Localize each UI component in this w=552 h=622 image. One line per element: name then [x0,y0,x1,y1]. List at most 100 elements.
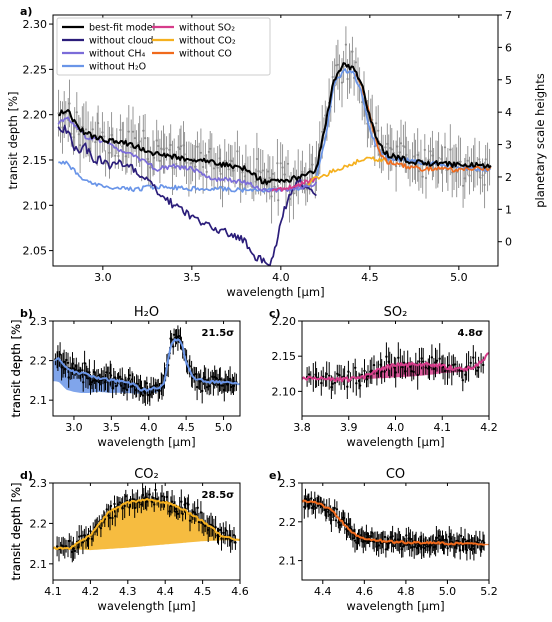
data-point [396,145,399,148]
data-point [471,544,474,548]
data-point [208,385,211,388]
data-point [340,81,344,84]
data-point [461,379,464,382]
panel-title: CO₂ [134,467,159,482]
data-point [370,531,374,534]
y-tick-label: 2.3 [279,477,297,490]
data-point [140,503,143,506]
data-point [386,142,389,145]
data-point [257,170,260,173]
data-point [335,508,339,511]
data-point [151,496,155,499]
y-tick-label: 2.2 [30,517,48,530]
data-point [72,136,75,139]
data-point [127,130,130,133]
data-point [358,384,362,387]
data-point [383,535,387,539]
data-point [389,536,392,539]
x-tick-label: 3.0 [94,271,112,284]
data-point [400,548,403,551]
data-point [131,130,135,133]
data-point [365,533,368,536]
data-point [464,373,467,376]
data-point [254,180,257,183]
data-point [215,377,218,380]
data-point [366,374,370,378]
data-point [229,540,232,543]
data-point [435,359,439,362]
data-point [362,540,365,543]
data-point [133,506,136,510]
model-line [302,352,489,383]
data-point [83,534,86,537]
data-point [194,165,197,168]
data-point [307,373,311,376]
axes-frame [52,14,499,267]
data-point [446,547,449,550]
data-point [338,373,341,377]
data-point [147,160,150,163]
data-point [437,156,440,159]
data-point [133,137,137,140]
data-point [424,176,428,180]
data-point [416,546,419,550]
axes-frame [301,482,490,581]
legend-box [56,17,271,76]
x-axis-label: wavelength [μm] [346,435,444,449]
data-point [459,534,463,538]
data-point [168,510,171,513]
data-point [216,166,219,169]
data-point [64,368,67,371]
data-point [113,502,116,506]
data-point [202,165,205,169]
data-point [157,144,160,148]
data-point [375,122,378,125]
data-point [377,129,380,132]
data-point [481,174,484,177]
data-point [66,361,70,365]
data-point [68,102,71,105]
data-point [114,154,117,157]
data-point [303,505,306,509]
panel-title: SO₂ [384,305,408,320]
data-point [187,503,190,506]
x-tick-label: 5.0 [439,585,457,598]
data-point [203,376,206,379]
data-point [125,388,129,392]
data-point [239,183,242,186]
data-point [402,144,405,148]
data-point [365,378,368,381]
panel-a: 3.0 3.5 4.0 4.5 5.0 2.05 2.10 2.15 2.20 2.25 2.30 0… [6,5,547,299]
data-point [196,145,199,148]
y-axis-label: transit depth [%] [9,320,23,418]
data-point [79,144,82,147]
data-point [472,356,475,359]
y-tick-label: 2.2 [30,355,48,368]
data-point [443,146,447,149]
data-point [194,513,198,516]
x-tick-label: 4.6 [356,585,374,598]
data-point [99,527,103,530]
panel-b: 3.0 3.5 4.0 4.5 5.0 2.1 2.2 2.3 wavelength [μm] t… [9,305,241,449]
data-point [138,140,141,143]
data-point [119,384,123,387]
y-tick-label: 2.1 [279,555,297,568]
data-point [423,148,426,151]
data-point [172,333,176,336]
data-point [95,379,99,383]
plot-area-c [302,342,489,399]
data-point [103,135,106,138]
data-point [124,495,128,498]
data-point [429,150,432,153]
data-point [155,384,159,387]
data-point [482,363,485,367]
data-point [160,147,163,150]
data-point [62,545,65,548]
model-line [54,338,238,392]
data-point [84,128,88,131]
data-point [462,184,465,187]
data-point [109,374,113,377]
data-point [449,148,452,151]
data-point [146,157,149,161]
plot-area-e [302,488,489,561]
